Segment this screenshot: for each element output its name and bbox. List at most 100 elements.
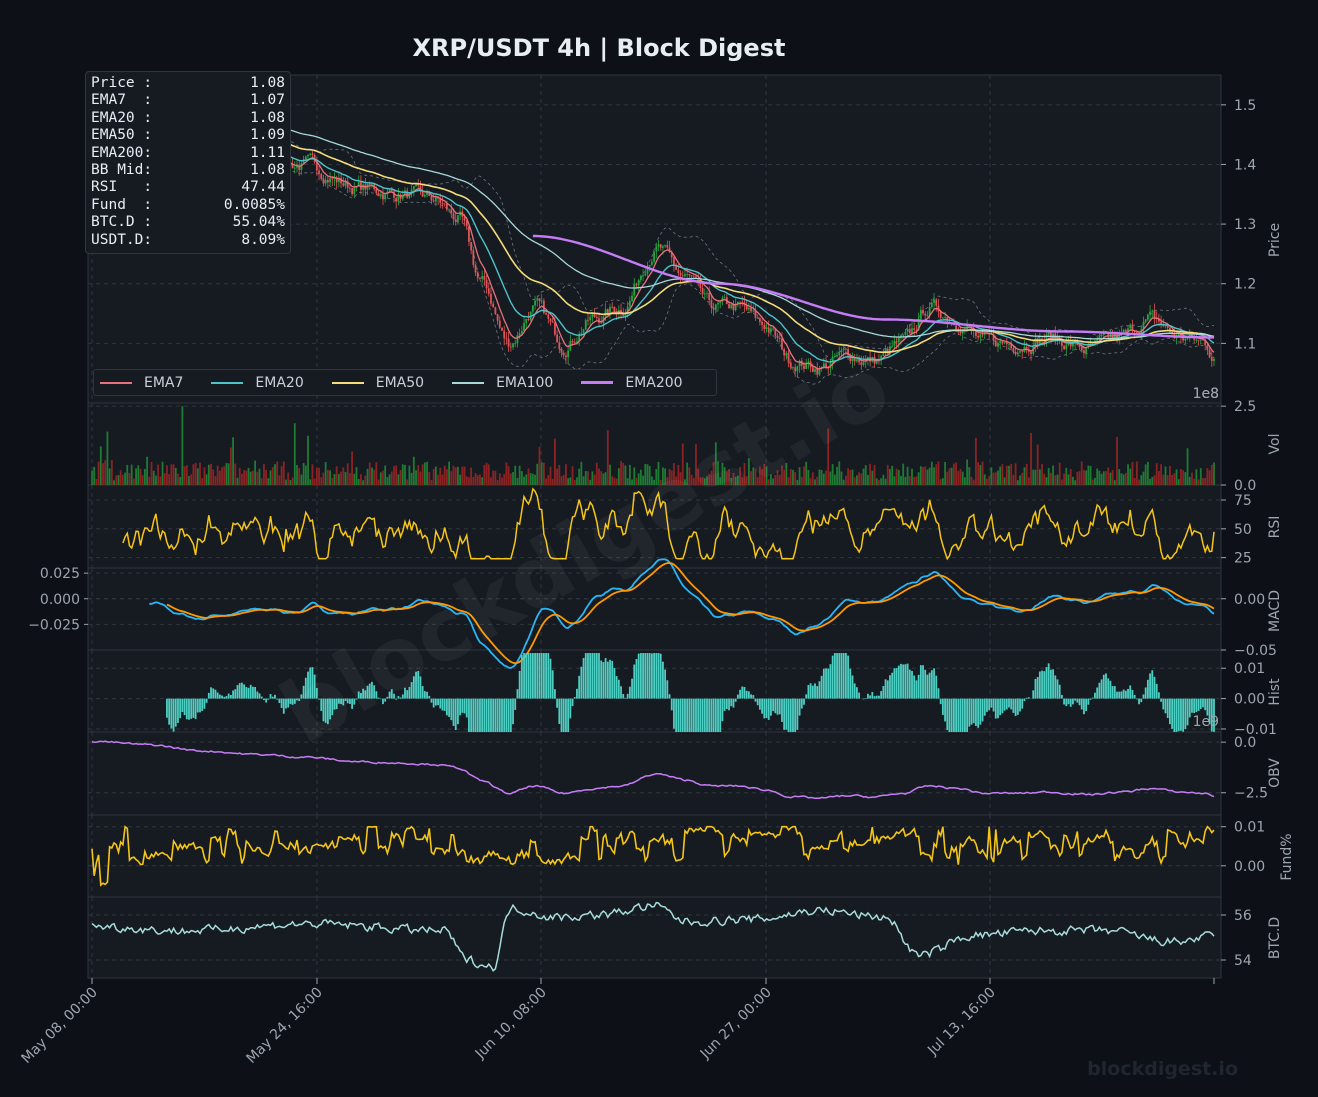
hist-bar — [569, 698, 572, 719]
volume-bar — [428, 472, 431, 485]
volume-bar — [1206, 468, 1209, 485]
volume-bar — [441, 474, 444, 485]
candle-body — [675, 264, 678, 270]
hist-bar — [948, 698, 951, 732]
hist-bar — [445, 698, 448, 716]
candle-body — [761, 321, 764, 325]
volume-bar — [699, 477, 702, 485]
candle-body — [642, 275, 644, 277]
volume-bar — [481, 477, 484, 485]
volume-bar — [1186, 448, 1189, 485]
volume-bar — [747, 458, 750, 485]
hist-bar — [772, 698, 775, 712]
hist-bar — [807, 685, 810, 699]
hist-bar — [939, 698, 942, 705]
volume-bar — [315, 467, 318, 485]
volume-bar — [688, 467, 691, 485]
hist-bar — [959, 698, 962, 732]
volume-bar — [503, 474, 506, 485]
hist-bar — [454, 698, 457, 731]
volume-bar — [472, 476, 475, 485]
hist-bar — [331, 698, 334, 716]
volume-bar — [1105, 471, 1107, 485]
hist-bar — [770, 698, 772, 716]
hist-bar — [617, 679, 620, 699]
volume-bar — [611, 476, 614, 485]
candle-body — [684, 274, 686, 277]
volume-bar — [1021, 472, 1024, 485]
candle-body — [750, 307, 752, 312]
volume-bar — [360, 474, 362, 485]
volume-bar — [293, 423, 296, 485]
hist-bar — [298, 698, 301, 701]
volume-bar — [862, 468, 865, 485]
volume-bar — [452, 465, 455, 485]
y-tick-label: 0.00 — [1234, 859, 1265, 875]
hist-bar — [218, 694, 221, 699]
info-label: EMA7 : — [91, 92, 153, 109]
hist-bar — [827, 668, 830, 699]
hist-bar — [245, 687, 248, 699]
hist-bar — [756, 698, 759, 706]
hist-bar — [1083, 698, 1085, 715]
hist-bar — [474, 698, 477, 732]
hist-bar — [964, 698, 966, 732]
volume-bar — [170, 464, 173, 485]
volume-bar — [745, 476, 748, 485]
volume-bar — [97, 461, 100, 485]
candle-body — [849, 355, 852, 362]
volume-bar — [719, 477, 722, 485]
volume-bar — [1003, 477, 1006, 485]
hist-bar — [937, 688, 940, 699]
volume-bar — [260, 478, 263, 485]
hist-bar — [426, 691, 428, 699]
hist-bar — [708, 698, 711, 732]
volume-bar — [734, 476, 737, 485]
hist-bar — [721, 698, 724, 722]
volume-bar — [485, 462, 488, 485]
candle-body — [1065, 344, 1068, 350]
volume-bar — [368, 462, 371, 485]
hist-bar — [1120, 691, 1123, 699]
candle-body — [346, 181, 349, 188]
hist-bar — [761, 698, 764, 714]
candle-body — [994, 340, 997, 347]
hist-bar — [185, 698, 188, 720]
volume-bar — [853, 477, 856, 485]
hist-bar — [562, 698, 565, 732]
candle-body — [337, 178, 340, 183]
hist-bar — [170, 698, 173, 729]
candle-body — [443, 203, 446, 205]
candle-body — [1080, 347, 1083, 351]
candle-body — [311, 153, 314, 155]
volume-bar — [712, 462, 715, 485]
hist-bar — [1116, 691, 1118, 699]
candle-body — [860, 362, 863, 365]
candle-body — [911, 328, 913, 334]
candle-body — [595, 316, 598, 319]
hist-bar — [459, 698, 462, 716]
volume-bar — [721, 462, 724, 485]
candle-body — [507, 338, 510, 347]
hist-bar — [368, 683, 371, 699]
candle-body — [439, 198, 442, 203]
volume-bar — [119, 470, 122, 485]
hist-bar — [320, 698, 323, 711]
hist-bar — [401, 694, 404, 699]
y-axis-label: RSI — [1267, 516, 1283, 539]
volume-bar — [1199, 468, 1202, 485]
volume-bar — [183, 466, 186, 485]
volume-bar — [302, 463, 305, 485]
volume-bar — [591, 471, 594, 485]
hist-bar — [714, 698, 717, 732]
candle-body — [770, 328, 772, 332]
volume-bar — [875, 478, 878, 485]
candle-body — [1131, 324, 1134, 331]
candle-body — [426, 192, 428, 195]
volume-bar — [531, 473, 534, 485]
hist-bar — [249, 684, 252, 699]
candle-body — [423, 194, 426, 197]
candle-body — [432, 200, 435, 202]
volume-bar — [337, 474, 340, 485]
volume-bar — [353, 473, 356, 485]
